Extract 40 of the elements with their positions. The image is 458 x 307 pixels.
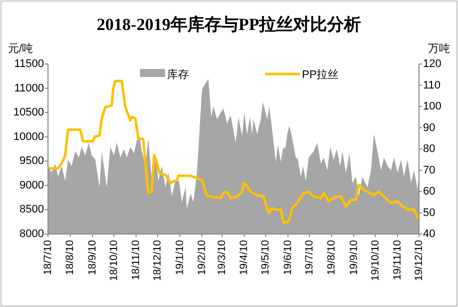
y-tick-label: 8000	[20, 228, 44, 240]
x-tick-label: 19/3/10	[216, 240, 228, 276]
x-tick-label: 19/5/10	[260, 240, 272, 276]
y2-tick-label: 80	[423, 143, 436, 155]
y2-tick-label: 40	[423, 228, 436, 240]
y-tick-label: 8500	[20, 204, 44, 216]
x-tick-label: 19/1/10	[174, 240, 186, 276]
legend-label: PP拉丝	[302, 68, 339, 81]
y2-tick-label: 110	[423, 79, 441, 92]
y2-tick-label: 120	[423, 58, 442, 70]
x-tick-label: 19/6/10	[282, 240, 294, 276]
y2-tick-label: 70	[423, 164, 436, 176]
x-tick-label: 19/7/10	[303, 240, 316, 276]
y-axis-title: 元/吨	[8, 42, 34, 55]
x-tick-label: 19/12/10	[413, 240, 425, 281]
x-tick-label: 19/2/10	[196, 240, 208, 276]
y-tick-label: 10000	[13, 130, 44, 143]
x-tick-label: 18/11/10	[130, 240, 142, 280]
x-tick-label: 18/8/10	[64, 240, 76, 276]
x-tick-label: 19/11/10	[392, 240, 404, 280]
y-tick-label: 9000	[20, 179, 44, 192]
legend-label: 库存	[167, 68, 189, 81]
y-tick-label: 9500	[20, 155, 44, 168]
y-tick-label: 11500	[14, 58, 44, 70]
x-tick-label: 18/9/10	[86, 240, 98, 276]
x-tick-label: 19/10/10	[369, 240, 382, 281]
y-tick-label: 10500	[13, 106, 44, 119]
chart-title: 2018-2019年库存与PP拉丝对比分析	[96, 15, 362, 34]
y2-tick-label: 90	[423, 122, 436, 134]
y2-tick-label: 60	[423, 186, 436, 198]
x-tick-label: 18/12/10	[152, 240, 164, 281]
x-tick-label: 19/9/10	[348, 240, 360, 276]
y-tick-label: 11000	[14, 82, 44, 94]
x-tick-label: 19/8/10	[326, 240, 338, 276]
x-tick-label: 19/4/10	[238, 240, 250, 276]
y2-tick-label: 100	[423, 100, 442, 112]
x-tick-label: 18/10/10	[108, 240, 120, 281]
x-tick-label: 18/7/10	[42, 240, 54, 276]
y2-axis-title: 万吨	[428, 42, 450, 55]
y2-tick-label: 50	[423, 206, 436, 219]
